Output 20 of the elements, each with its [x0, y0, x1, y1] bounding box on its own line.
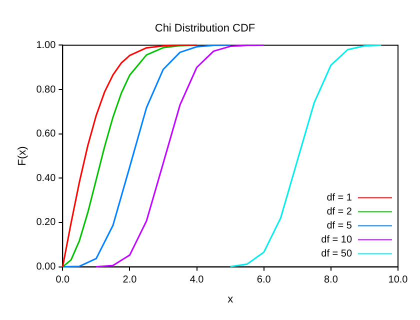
x-tick-label: 4.0	[190, 274, 204, 286]
legend-label: df = 2	[326, 206, 352, 218]
legend-label: df = 5	[326, 220, 352, 232]
y-tick-label: 1.00	[36, 40, 56, 51]
x-tick-label: 8.0	[324, 274, 338, 286]
y-axis-title: F(x)	[16, 146, 29, 166]
y-tick-label: 0.20	[36, 217, 56, 228]
y-tick-label: 0.60	[36, 128, 56, 140]
x-tick-label: 6.0	[256, 274, 272, 286]
x-axis-title: x	[228, 293, 234, 306]
x-tick-label: 0.0	[56, 274, 70, 286]
y-tick-label: 0.00	[36, 262, 56, 273]
y-tick-label: 0.40	[36, 172, 56, 184]
x-tick-label: 10.0	[388, 274, 408, 286]
legend-label: df = 10	[321, 234, 352, 246]
legend-label: df = 1	[326, 192, 352, 204]
legend-label: df = 50	[321, 248, 352, 260]
x-tick-label: 2.0	[122, 274, 138, 286]
y-tick-label: 0.80	[36, 84, 56, 96]
chart-title: Chi Distribution CDF	[154, 22, 256, 35]
